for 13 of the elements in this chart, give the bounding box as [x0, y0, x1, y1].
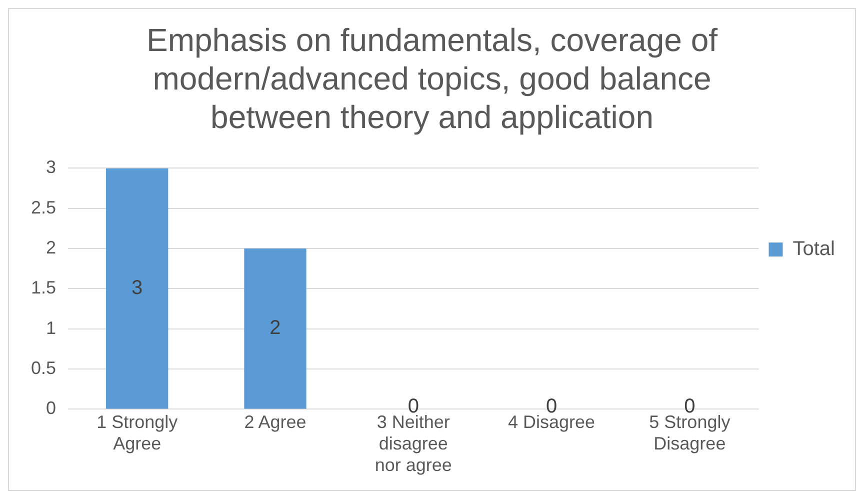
y-tick-label: 0 — [46, 398, 56, 418]
data-label: 3 — [132, 276, 143, 299]
y-tick-label: 2 — [46, 238, 56, 258]
x-tick-label: 1 Strongly Agree — [96, 412, 178, 454]
y-tick-label: 3 — [46, 157, 56, 178]
y-tick-label: 1.5 — [30, 278, 56, 298]
y-tick-label: 0.5 — [30, 358, 56, 378]
data-label: 2 — [270, 317, 281, 340]
legend-label: Total — [792, 238, 836, 260]
y-tick-label: 2.5 — [30, 197, 56, 218]
y-tick-label: 1 — [46, 318, 56, 338]
x-tick-label: 2 Agree — [244, 412, 306, 432]
chart-title: Emphasis on fundamentals, coverage of modern/advanced topics, good balance between theory and application — [146, 22, 718, 135]
